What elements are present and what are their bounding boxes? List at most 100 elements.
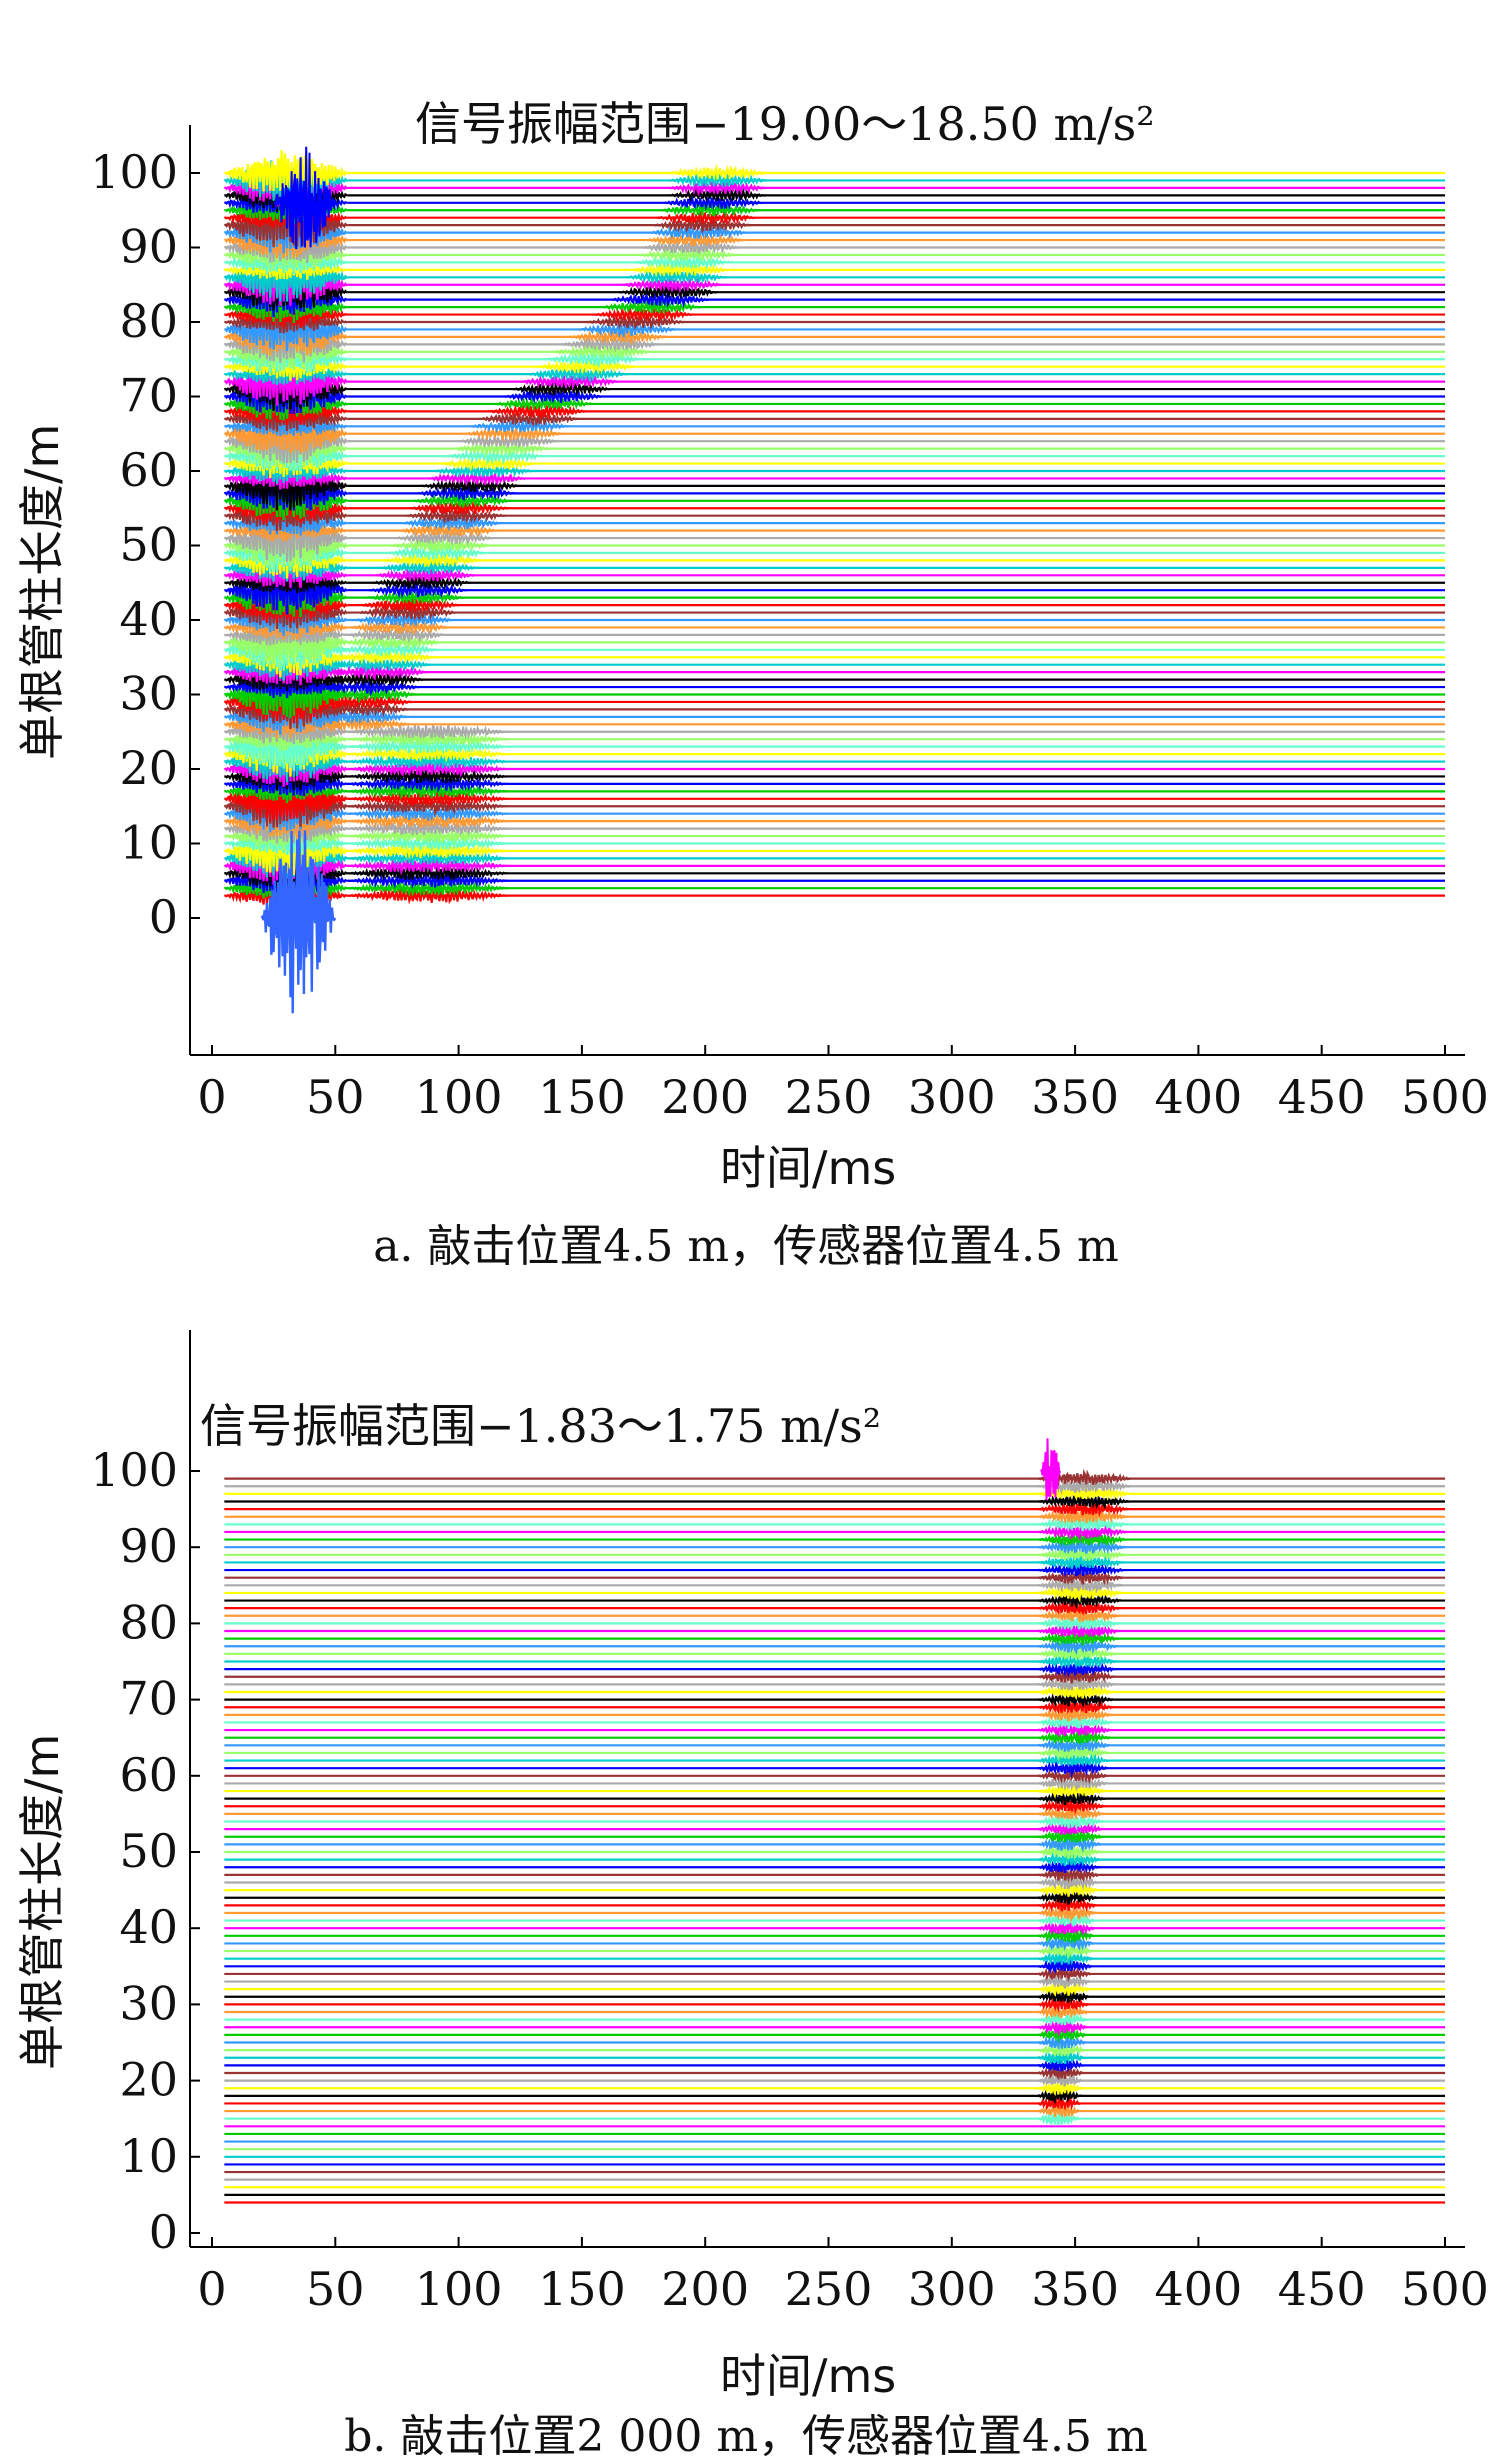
chart-b-caption: b. 敲击位置2 000 m，传感器位置4.5 m (344, 2411, 1148, 2462)
trace-a-coda (347, 804, 508, 823)
trace-a-reflection (561, 335, 661, 353)
trace-a-coda (347, 746, 508, 764)
y-tick-label: 50 (119, 1824, 178, 1878)
trace-a-burst (224, 303, 348, 328)
trace-b-arrival (1038, 2011, 1088, 2027)
trace-b-arrival (1037, 1776, 1107, 1792)
trace-a-reflection (372, 574, 471, 591)
x-tick-label: 400 (1154, 2262, 1242, 2316)
trace-a-reflection (364, 590, 464, 605)
x-tick-label: 250 (785, 1070, 873, 1124)
trace-a-reflection (346, 627, 446, 644)
x-tick-label: 50 (306, 2262, 365, 2316)
x-tick-label: 350 (1031, 1070, 1119, 1124)
trace-a-reflection (664, 195, 764, 211)
trace-a-reflection (553, 343, 652, 361)
trace-a-reflection (645, 231, 745, 247)
trace-a-coda (347, 850, 508, 866)
trace-a-reflection (395, 530, 494, 546)
trace-b-arrival (1038, 1590, 1122, 1610)
trace-a-reflection (585, 313, 685, 331)
trace-a-reflection (470, 418, 570, 434)
trace-b-arrival (1037, 2079, 1083, 2097)
trace-a-reflection (487, 402, 587, 421)
trace-a-coda (347, 856, 508, 876)
trace-a-reflection (511, 380, 611, 397)
trace-b-arrival (1037, 1637, 1118, 1655)
chart-a-y-label: 单根管柱长度/m (15, 423, 69, 760)
trace-a-reflection (610, 291, 710, 309)
trace-a-reflection (357, 602, 457, 622)
trace-a-reflection (361, 597, 461, 614)
trace-a-reflection (314, 693, 413, 710)
trace-b-arrival (1038, 1858, 1100, 1874)
trace-a-coda (347, 796, 508, 817)
trace-a-reflection (328, 664, 428, 681)
trace-a-reflection (602, 298, 702, 316)
trace-b-arrival (1038, 1959, 1092, 1975)
trace-b-arrival (1037, 1615, 1120, 1632)
trace-a-reflection (332, 657, 431, 674)
y-tick-label: 90 (119, 220, 178, 274)
x-tick-label: 500 (1401, 1070, 1489, 1124)
x-tick-label: 250 (785, 2262, 873, 2316)
axes-b: 0 50 100 150 200 250 300 350 400 450 500 0 10 20 30 40 5… (90, 1330, 1489, 2316)
panel-a: 0 50 100 150 200 250 300 350 400 450 500 0 10 20 30 40 5… (15, 97, 1489, 1272)
y-tick-label: 90 (119, 1519, 178, 1573)
y-tick-label: 30 (119, 1976, 178, 2030)
trace-b-arrival (1038, 1500, 1129, 1517)
y-tick-label: 70 (119, 1672, 178, 1726)
trace-b-arrival (1038, 1874, 1099, 1891)
y-tick-label: 80 (119, 294, 178, 348)
trace-a-reflection (391, 537, 490, 554)
trace-a-reflection (350, 619, 450, 636)
trace-a-reflection (622, 276, 722, 294)
trace-b-arrival (1038, 2056, 1084, 2073)
trace-b-arrival (1038, 1546, 1126, 1562)
trace-b-arrival (1037, 2088, 1082, 2105)
trace-a-reflection (406, 508, 506, 525)
y-tick-label: 10 (119, 816, 178, 870)
burst-bottom-trace (260, 830, 337, 1014)
trace-a-reflection (668, 186, 767, 203)
trace-a-reflection (452, 441, 552, 458)
trace-a-burst (223, 674, 348, 719)
trace-a-burst (224, 724, 348, 771)
trace-a-reflection (354, 611, 453, 629)
trace-a-coda (347, 789, 508, 808)
trace-a-reflection (536, 357, 636, 375)
trace-b-arrival (1038, 1668, 1116, 1684)
trace-a-reflection (544, 351, 644, 369)
trace-a-reflection (446, 448, 545, 466)
trace-b-arrival (1037, 1623, 1120, 1639)
trace-a-reflection (641, 239, 741, 255)
trace-b-arrival (1037, 1937, 1094, 1952)
trace-b-arrival (1037, 2064, 1084, 2081)
trace-b-arrival (1038, 1705, 1113, 1722)
x-tick-label: 100 (415, 2262, 503, 2316)
trace-b-arrival (1037, 1720, 1111, 1738)
trace-b-arrival (1038, 2003, 1089, 2020)
trace-b-arrival (1037, 1921, 1095, 1936)
trace-a-coda (347, 738, 508, 755)
trace-a-reflection (421, 476, 521, 494)
trace-a-reflection (495, 395, 595, 412)
trace-a-reflection (626, 268, 726, 285)
y-tick-label: 10 (119, 2129, 178, 2183)
traces-b (224, 1468, 1445, 2204)
trace-b-arrival (1037, 1843, 1102, 1861)
trace-b-arrival (1037, 2103, 1081, 2118)
trace-a-burst (224, 310, 348, 334)
trace-a-reflection (368, 580, 468, 599)
trace-a-reflection (656, 209, 756, 226)
trace-a-reflection (479, 411, 578, 428)
y-tick-label: 40 (119, 1900, 178, 1954)
trace-a-reflection (668, 163, 767, 181)
x-tick-label: 450 (1278, 2262, 1366, 2316)
trace-a-reflection (634, 255, 733, 270)
trace-b-arrival (1038, 1600, 1121, 1616)
trace-b-arrival (1037, 1806, 1105, 1821)
y-tick-label: 60 (119, 1748, 178, 1802)
x-tick-label: 200 (661, 1070, 749, 1124)
trace-b-arrival (1038, 1866, 1100, 1883)
